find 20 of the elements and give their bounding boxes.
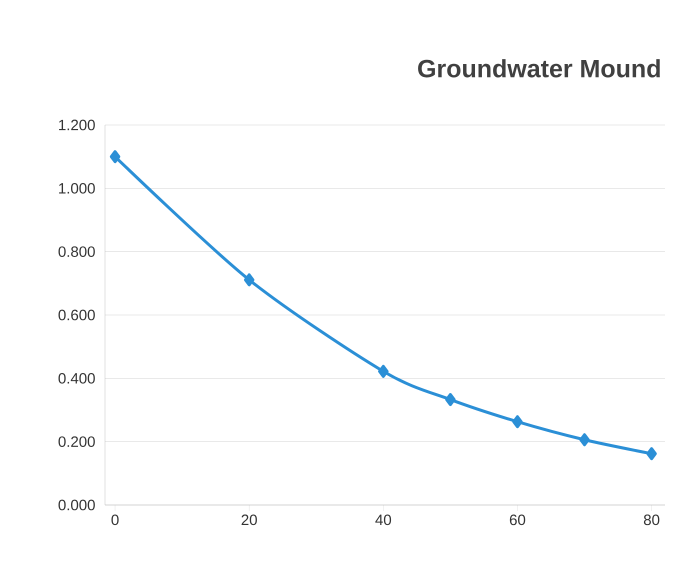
point — [378, 364, 389, 378]
point — [646, 447, 657, 460]
x-tick-label: 60 — [510, 514, 526, 526]
x-tick-label: 40 — [375, 514, 392, 526]
y-tick-label: 0.600 — [58, 310, 95, 320]
y-tick-label: 0.800 — [58, 246, 95, 257]
chart-title: Groundwater Mound — [418, 59, 660, 78]
point — [512, 415, 523, 428]
x-tick-label: 80 — [644, 514, 660, 526]
y-tick-label: 0.400 — [58, 373, 95, 384]
point — [244, 273, 254, 286]
x-tick-label: 20 — [242, 514, 257, 526]
y-tick-label: 1.200 — [59, 120, 95, 130]
point — [445, 393, 456, 406]
y-tick-label: 0.200 — [58, 436, 95, 447]
x-tick-label: 0 — [111, 514, 119, 526]
y-tick-label: 0.000 — [58, 500, 95, 510]
point — [110, 150, 120, 164]
point — [579, 433, 590, 446]
y-tick-label: 1.000 — [59, 183, 95, 194]
